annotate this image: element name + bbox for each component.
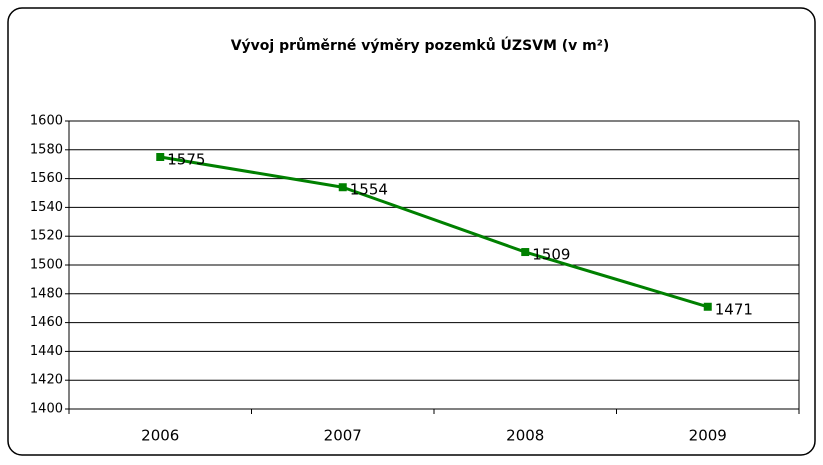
data-point (156, 153, 165, 161)
data-label: 1554 (350, 181, 388, 199)
data-line (160, 155, 709, 309)
x-tick-label: 2007 (324, 427, 362, 445)
y-tick-label: 1440 (30, 344, 63, 359)
data-label: 1509 (532, 246, 570, 264)
y-tick-label: 1580 (30, 142, 63, 157)
data-point (338, 183, 347, 192)
chart-border (7, 7, 816, 456)
chart-title: Vývoj průměrné výměry pozemků ÚZSVM (v m… (231, 36, 610, 54)
y-tick-label: 1420 (30, 373, 63, 388)
y-tick-label: 1600 (30, 114, 63, 129)
y-tick-label: 1540 (30, 200, 63, 215)
data-label: 1471 (715, 300, 753, 318)
x-tick-label: 2009 (689, 427, 727, 445)
x-tick-label: 2006 (141, 427, 179, 445)
y-tick-label: 1400 (30, 402, 63, 417)
y-tick-label: 1520 (30, 229, 63, 244)
data-label: 1575 (167, 151, 205, 169)
data-point (521, 248, 530, 257)
y-tick-label: 1460 (30, 315, 63, 330)
data-point (703, 302, 712, 311)
x-tick-label: 2008 (506, 427, 544, 445)
y-tick-label: 1500 (30, 258, 63, 273)
y-tick-label: 1480 (30, 286, 63, 301)
y-tick-label: 1560 (30, 171, 63, 186)
